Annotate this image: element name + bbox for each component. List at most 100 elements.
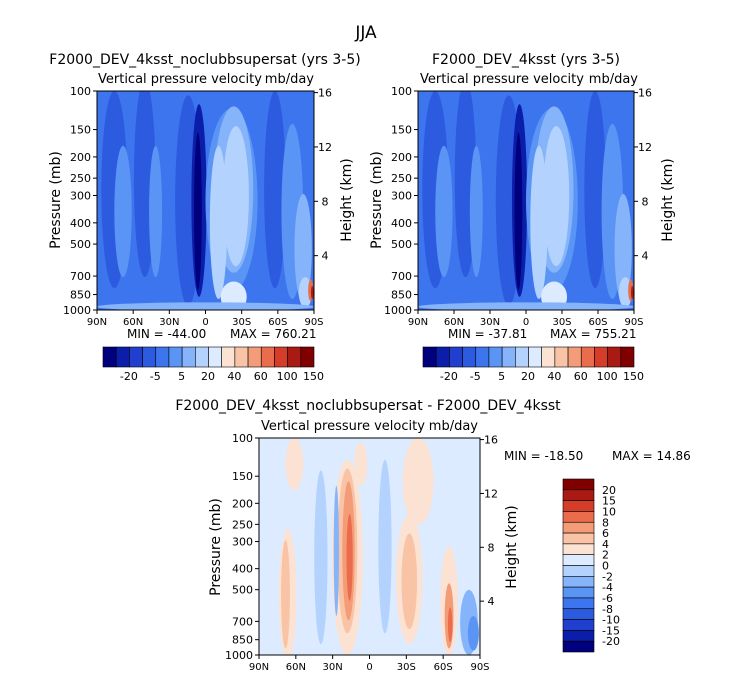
x-tick-label: 30S: [232, 317, 251, 328]
contour-region: [514, 132, 523, 291]
panel-title: F2000_DEV_4ksst_noclubbsupersat (yrs 3-5…: [49, 52, 360, 68]
contour-region: [543, 126, 570, 267]
colorbar-label: 5: [498, 370, 505, 383]
colorbar-swatch: [562, 554, 595, 566]
colorbar-label: 20: [521, 370, 535, 383]
y2-tick-label: 16: [318, 87, 332, 100]
y-tick-label: 300: [391, 189, 412, 202]
colorbar-swatch: [562, 489, 595, 501]
panel-difference: F2000_DEV_4ksst_noclubbsupersat - F2000_…: [175, 398, 691, 673]
contour-field: [97, 91, 314, 310]
colorbar-swatch: [102, 346, 117, 368]
colorbar-swatch: [234, 346, 249, 368]
y2-tick-label: 16: [638, 87, 652, 100]
y-tick-label: 850: [232, 634, 253, 647]
colorbar-swatch: [554, 346, 569, 368]
max-label: MAX = 14.86: [612, 449, 691, 463]
contour-region: [378, 459, 392, 634]
colorbar-swatch: [422, 346, 437, 368]
y-tick-label: 150: [232, 470, 253, 483]
colorbar-swatch: [287, 346, 302, 368]
max-label: MAX = 755.21: [550, 327, 636, 341]
colorbar-label: 40: [547, 370, 561, 383]
colorbar-swatch: [115, 346, 130, 368]
colorbar-label: -20: [602, 635, 620, 648]
y-tick-label: 100: [391, 85, 412, 98]
y-tick-label: 300: [70, 189, 91, 202]
colorbar-swatch: [462, 346, 477, 368]
x-axis-ticks: 90N 60N 30N 0 30S 60S 90S: [408, 310, 644, 328]
colorbar-label: 150: [623, 370, 644, 383]
contour-region: [294, 193, 312, 304]
contour-field: [418, 91, 634, 310]
min-label: MIN = -37.81: [448, 327, 527, 341]
contour-region: [354, 442, 368, 486]
x-tick-label: 90N: [87, 317, 107, 328]
x-tick-label: 60N: [123, 317, 143, 328]
x-tick-label: 30N: [323, 662, 343, 673]
y-tick-label: 700: [70, 270, 91, 283]
colorbar-label: -8: [602, 603, 613, 616]
x-tick-label: 0: [202, 317, 208, 328]
colorbar-swatch: [562, 576, 595, 588]
colorbar-swatch: [515, 346, 529, 368]
colorbar-swatch: [247, 346, 262, 368]
colorbar-swatch: [562, 586, 595, 599]
y-tick-label: 400: [391, 217, 412, 230]
colorbar-swatch: [488, 346, 503, 368]
contour-region: [614, 193, 632, 304]
x-tick-label: 60S: [434, 662, 453, 673]
colorbar-swatch: [129, 346, 143, 368]
y2-tick-label: 4: [488, 595, 495, 608]
y2-tick-label: 12: [484, 487, 498, 500]
figure-title: JJA: [354, 23, 377, 43]
y-tick-label: 300: [232, 536, 253, 549]
x-tick-label: 30N: [480, 317, 500, 328]
colorbar-swatch: [562, 478, 595, 491]
contour-region: [435, 145, 453, 278]
panel-subtitle-right: mb/day: [265, 72, 315, 87]
y-axis-label: Pressure (mb): [208, 498, 224, 596]
colorbar-swatch: [208, 346, 222, 368]
x-tick-label: 60S: [268, 317, 287, 328]
y-tick-label: 100: [232, 432, 253, 445]
contour-region: [97, 302, 314, 310]
colorbar-swatch: [260, 346, 275, 368]
min-label: MIN = -44.00: [127, 327, 206, 341]
colorbar-swatch: [562, 619, 595, 631]
y-tick-label: 850: [391, 289, 412, 302]
contour-region: [209, 145, 228, 300]
colorbar-label: 150: [303, 370, 324, 383]
y-tick-label: 250: [70, 172, 91, 185]
x-tick-label: 30S: [397, 662, 416, 673]
panel-subtitle-right: mb/day: [429, 419, 479, 434]
y-axis-ticks: 100 150 200 250 300 400 500 700 850 1000: [225, 432, 259, 662]
y-axis-label: Pressure (mb): [369, 151, 385, 249]
contour-region: [281, 539, 290, 649]
y2-tick-label: 8: [322, 195, 329, 208]
y-tick-label: 200: [391, 151, 412, 164]
colorbar-label: 60: [574, 370, 588, 383]
x-tick-label: 60N: [286, 662, 306, 673]
colorbar-swatch: [475, 346, 490, 368]
x-tick-label: 0: [523, 317, 529, 328]
colorbar-swatch: [562, 640, 595, 653]
panel-subtitle-left: Vertical pressure velocity: [98, 72, 262, 87]
x-axis-ticks: 90N 60N 30N 0 30S 60S 90S: [87, 310, 324, 328]
contour-region: [467, 615, 479, 651]
y-tick-label: 1000: [384, 304, 412, 317]
colorbar-label: 10: [602, 505, 616, 518]
y2-tick-label: 12: [638, 141, 652, 154]
y2-axis-ticks: 4 8 12 16: [480, 434, 498, 608]
colorbar-label: 100: [597, 370, 618, 383]
contour-field: [259, 438, 480, 655]
contour-region: [584, 91, 606, 289]
y2-tick-label: 4: [642, 250, 649, 263]
colorbar-label: 2: [602, 549, 609, 562]
colorbar-label: 20: [201, 370, 215, 383]
y-tick-label: 200: [70, 151, 91, 164]
y2-axis-label: Height (km): [339, 158, 355, 241]
colorbar-swatch: [620, 346, 635, 368]
contour-region: [530, 145, 548, 300]
